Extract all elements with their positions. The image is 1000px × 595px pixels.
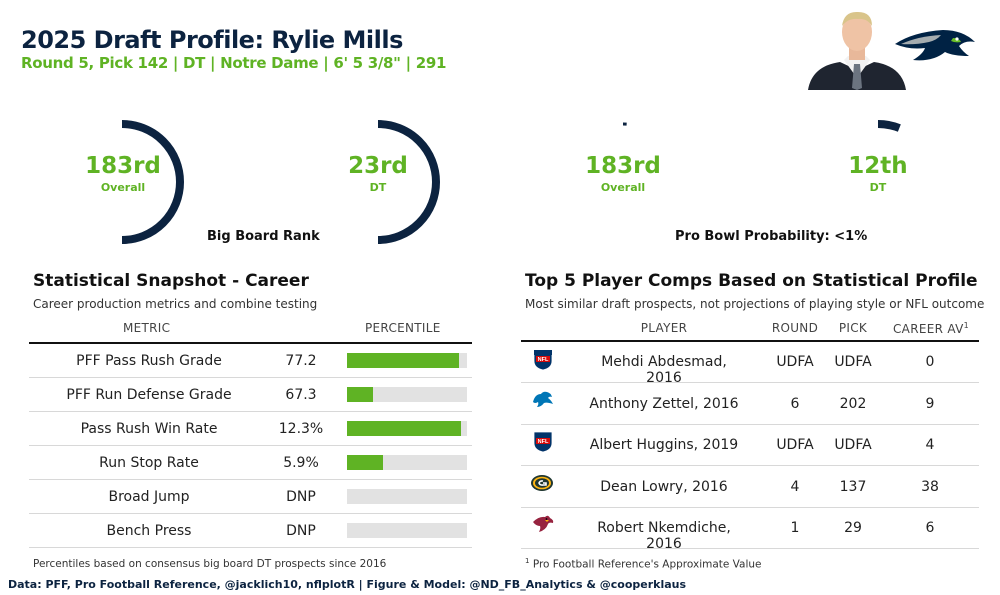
big-board-caption: Big Board Rank bbox=[207, 229, 320, 244]
table-row-pick: 29 bbox=[844, 520, 862, 536]
row-divider bbox=[521, 465, 979, 466]
percentile-bar-fill bbox=[347, 455, 383, 470]
comps-col-pick: PICK bbox=[838, 321, 868, 335]
svg-text:NFL: NFL bbox=[538, 439, 549, 445]
comps-col-player: PLAYER bbox=[640, 321, 688, 335]
big-board-position-value: 23rd bbox=[348, 153, 408, 179]
snapshot-col-metric: METRIC bbox=[123, 321, 171, 335]
table-row-value: 67.3 bbox=[285, 387, 317, 403]
percentile-bar-fill bbox=[347, 421, 461, 436]
table-row-round: UDFA bbox=[776, 354, 814, 370]
table-row-pick: UDFA bbox=[834, 437, 872, 453]
packers-icon bbox=[531, 475, 553, 491]
row-divider bbox=[521, 548, 979, 549]
percentile-bar bbox=[347, 489, 467, 504]
comps-header-rule bbox=[521, 340, 979, 342]
gauge-arc bbox=[877, 120, 901, 132]
percentile-bar bbox=[347, 387, 467, 402]
big-board-overall-value: 183rd bbox=[85, 153, 161, 179]
table-row-value: 12.3% bbox=[278, 421, 324, 437]
row-divider bbox=[29, 479, 472, 480]
table-row-metric: Bench Press bbox=[106, 523, 192, 539]
table-row-career-av: 6 bbox=[925, 520, 935, 536]
table-row-value: DNP bbox=[286, 523, 316, 539]
row-divider bbox=[29, 377, 472, 378]
nfl-shield-icon: NFL bbox=[533, 431, 553, 453]
row-divider bbox=[29, 547, 472, 548]
percentile-bar-fill bbox=[347, 353, 459, 368]
nfl-shield-icon: NFL bbox=[533, 349, 553, 371]
percentile-bar bbox=[347, 353, 467, 368]
snapshot-col-percentile: PERCENTILE bbox=[365, 321, 441, 335]
table-row-career-av: 4 bbox=[925, 437, 935, 453]
row-divider bbox=[521, 382, 979, 383]
gauge-arc bbox=[121, 120, 184, 244]
row-divider bbox=[521, 507, 979, 508]
comps-footnote-mark: 1 bbox=[525, 557, 530, 565]
row-divider bbox=[29, 411, 472, 412]
table-row-round: UDFA bbox=[776, 437, 814, 453]
career-av-label: CAREER AV bbox=[893, 322, 964, 336]
table-row-player: Dean Lowry, 2016 bbox=[600, 479, 728, 495]
pro-bowl-overall-label: Overall bbox=[600, 181, 646, 194]
seahawks-logo-icon bbox=[895, 30, 975, 61]
career-av-footnote-mark: 1 bbox=[963, 321, 969, 330]
cardinals-icon bbox=[533, 515, 554, 532]
table-row-round: 4 bbox=[790, 479, 800, 495]
row-divider bbox=[521, 424, 979, 425]
table-row-pick: 202 bbox=[839, 396, 867, 412]
table-row-round: 1 bbox=[790, 520, 800, 536]
row-divider bbox=[29, 513, 472, 514]
pro-bowl-position-value: 12th bbox=[848, 153, 908, 179]
pro-bowl-caption: Pro Bowl Probability: <1% bbox=[675, 229, 868, 244]
table-row-pick: 137 bbox=[839, 479, 867, 495]
percentile-bar-fill bbox=[347, 387, 374, 402]
pro-bowl-position-label: DT bbox=[869, 181, 887, 194]
table-row-pick: UDFA bbox=[834, 354, 872, 370]
big-board-overall-label: Overall bbox=[100, 181, 146, 194]
percentile-bar bbox=[347, 455, 467, 470]
page-title: 2025 Draft Profile: Rylie Mills bbox=[21, 26, 403, 54]
table-row-metric: PFF Pass Rush Grade bbox=[76, 353, 222, 369]
table-row-metric: Run Stop Rate bbox=[99, 455, 199, 471]
comps-col-round: ROUND bbox=[771, 321, 819, 335]
snapshot-header-rule bbox=[29, 342, 472, 344]
svg-text:NFL: NFL bbox=[538, 357, 549, 363]
table-row-player: Albert Huggins, 2019 bbox=[589, 437, 739, 453]
table-row-metric: PFF Run Defense Grade bbox=[66, 387, 232, 403]
table-row-career-av: 9 bbox=[925, 396, 935, 412]
page-subtitle: Round 5, Pick 142 | DT | Notre Dame | 6'… bbox=[21, 54, 447, 72]
table-row-value: DNP bbox=[286, 489, 316, 505]
big-board-position-gauge bbox=[377, 120, 440, 244]
table-row-metric: Pass Rush Win Rate bbox=[80, 421, 218, 437]
comps-footnote-text: Pro Football Reference's Approximate Val… bbox=[532, 558, 762, 571]
percentile-bar bbox=[347, 523, 467, 538]
percentile-bar bbox=[347, 421, 467, 436]
comps-col-career-av: CAREER AV1 bbox=[893, 321, 969, 336]
table-row-value: 77.2 bbox=[285, 353, 317, 369]
snapshot-subtitle: Career production metrics and combine te… bbox=[33, 297, 318, 311]
pro-bowl-position-gauge bbox=[877, 120, 901, 132]
gauge-arc bbox=[377, 120, 440, 244]
big-board-position-label: DT bbox=[369, 181, 387, 194]
pro-bowl-overall-value: 183rd bbox=[585, 153, 661, 179]
comps-subtitle: Most similar draft prospects, not projec… bbox=[525, 297, 985, 311]
pro-bowl-overall-gauge bbox=[622, 122, 627, 126]
table-row-round: 6 bbox=[790, 396, 800, 412]
big-board-overall-gauge bbox=[121, 120, 184, 244]
snapshot-title: Statistical Snapshot - Career bbox=[33, 271, 309, 291]
player-headshot bbox=[808, 11, 906, 90]
row-divider bbox=[29, 445, 472, 446]
snapshot-footnote: Percentiles based on consensus big board… bbox=[33, 558, 387, 570]
lions-icon bbox=[533, 391, 553, 407]
table-row-player: Anthony Zettel, 2016 bbox=[589, 396, 739, 412]
table-row-career-av: 0 bbox=[925, 354, 935, 370]
comps-footnote: 1 Pro Football Reference's Approximate V… bbox=[525, 557, 762, 571]
table-row-career-av: 38 bbox=[921, 479, 939, 495]
table-row-metric: Broad Jump bbox=[108, 489, 190, 505]
comps-title: Top 5 Player Comps Based on Statistical … bbox=[525, 271, 978, 291]
table-row-value: 5.9% bbox=[283, 455, 319, 471]
data-credits: Data: PFF, Pro Football Reference, @jack… bbox=[8, 578, 687, 591]
